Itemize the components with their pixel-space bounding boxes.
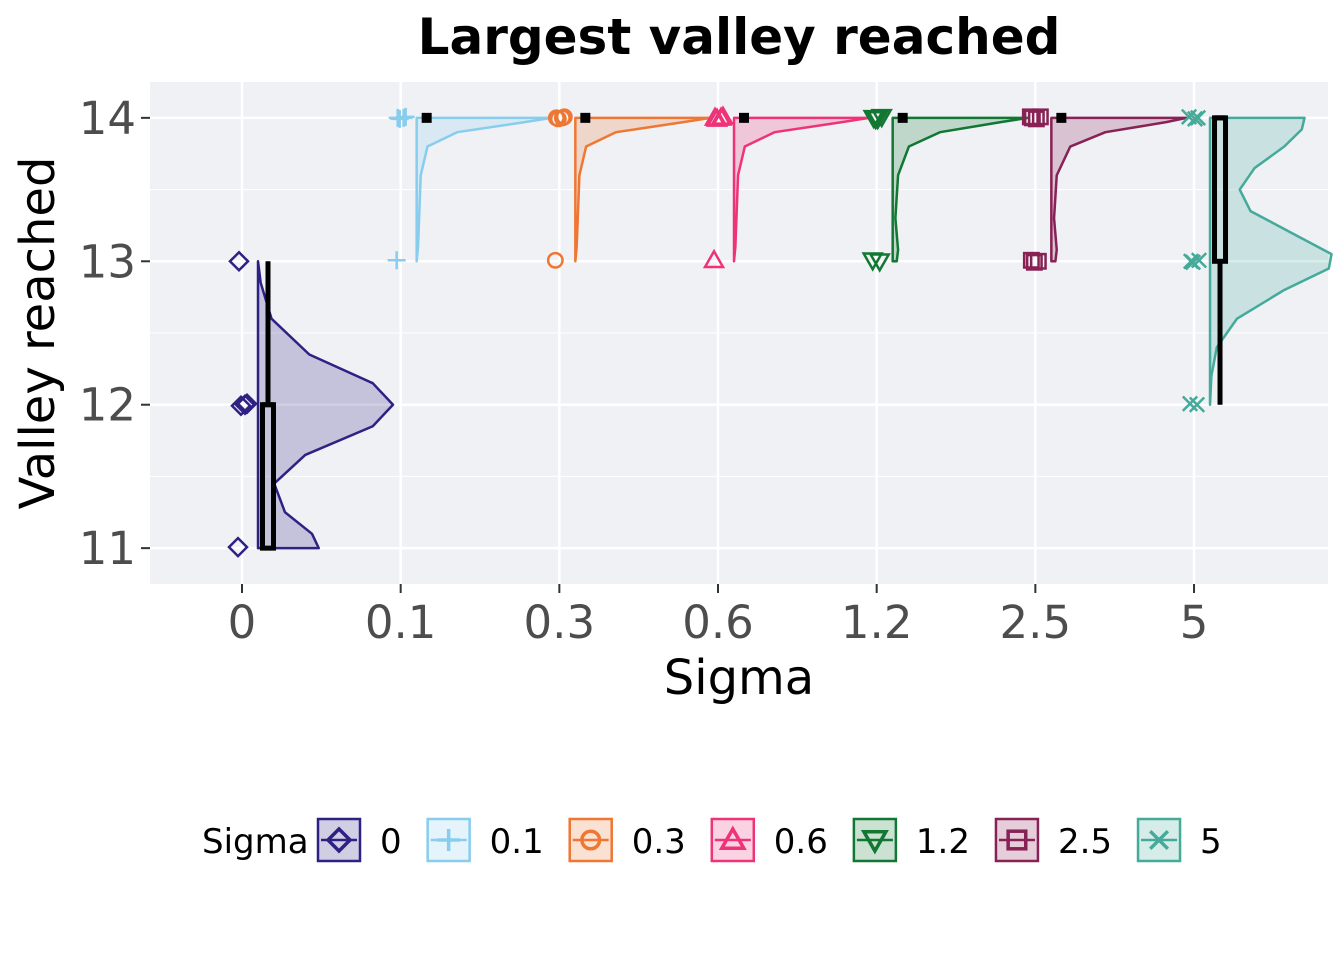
data-point-0.3-3 xyxy=(555,108,573,126)
legend-key-marker-1.2 xyxy=(860,830,889,855)
data-point-0.1-0 xyxy=(387,251,406,270)
density-clouds xyxy=(256,116,1333,550)
data-point-1.2-1 xyxy=(868,253,891,273)
legend-key-marker-0.3 xyxy=(580,829,602,851)
legend-label-2.5: 2.5 xyxy=(1058,822,1112,862)
density-cloud-0.1 xyxy=(415,116,553,263)
data-point-0.3-4 xyxy=(547,109,565,127)
box-2.5 xyxy=(1056,112,1067,123)
y-tick-label: 13 xyxy=(79,235,136,288)
box-1.2 xyxy=(897,112,908,123)
data-point-2.5-2 xyxy=(1025,253,1043,271)
data-point-0-2 xyxy=(230,394,252,417)
data-point-0.6-4 xyxy=(703,106,727,126)
y-tick-label: 11 xyxy=(79,522,136,575)
legend: Sigma 0 0.1 0.3 0.6 1.2 2.5 5 xyxy=(202,817,1222,863)
density-cloud-1.2 xyxy=(891,116,1029,263)
box-plots xyxy=(260,112,1229,551)
y-tick-label: 14 xyxy=(79,92,136,145)
legend-label-0.1: 0.1 xyxy=(490,822,544,862)
box-0.3 xyxy=(580,112,591,123)
legend-label-1.2: 1.2 xyxy=(916,822,970,862)
x-tick-label: 0 xyxy=(228,596,257,649)
data-point-5-7 xyxy=(1189,109,1207,126)
x-tick-label: 2.5 xyxy=(1000,596,1072,649)
legend-title: Sigma xyxy=(202,822,309,862)
data-points xyxy=(227,105,1208,558)
box-0.6 xyxy=(739,112,750,123)
data-point-1.2-5 xyxy=(866,110,889,131)
x-tick-label: 0.1 xyxy=(365,596,437,649)
chart-title: Largest valley reached xyxy=(418,8,1061,66)
data-point-0-4 xyxy=(228,250,250,273)
legend-key-marker-0 xyxy=(325,826,353,854)
data-point-5-1 xyxy=(1188,396,1206,413)
density-cloud-0.6 xyxy=(732,116,871,263)
legend-label-0.3: 0.3 xyxy=(632,822,686,862)
data-point-2.5-6 xyxy=(1021,108,1039,126)
data-point-5-4 xyxy=(1182,253,1200,270)
legend-key-marker-0.6 xyxy=(718,825,747,850)
data-point-0-0 xyxy=(227,536,249,558)
x-tick-label: 0.3 xyxy=(524,596,596,649)
legend-key-marker-0.1 xyxy=(437,829,460,851)
legend-key-marker-5 xyxy=(1148,829,1170,851)
x-tick-label: 1.2 xyxy=(841,596,913,649)
data-point-0.6-0 xyxy=(702,248,726,269)
x-tick-label: 5 xyxy=(1180,596,1209,649)
data-point-0.3-0 xyxy=(546,251,564,269)
x-tick-label: 0.6 xyxy=(682,596,754,649)
density-cloud-0 xyxy=(256,260,395,550)
y-axis-title: Valley reached xyxy=(10,157,66,510)
density-cloud-5 xyxy=(1208,116,1333,406)
axis-ticks: 11 12 13 14 0 0.1 0.3 0.6 1.2 2.5 5 xyxy=(79,92,1209,649)
legend-label-0: 0 xyxy=(380,822,402,862)
data-point-0.1-4 xyxy=(388,108,407,127)
legend-label-5: 5 xyxy=(1200,822,1222,862)
box-0.1 xyxy=(421,112,432,123)
y-tick-label: 12 xyxy=(79,379,136,432)
data-point-0-3 xyxy=(236,392,258,415)
density-cloud-0.3 xyxy=(574,116,712,263)
x-axis-title: Sigma xyxy=(664,650,814,706)
density-cloud-2.5 xyxy=(1050,116,1188,263)
legend-label-0.6: 0.6 xyxy=(774,822,828,862)
legend-key-marker-2.5 xyxy=(1006,829,1028,851)
